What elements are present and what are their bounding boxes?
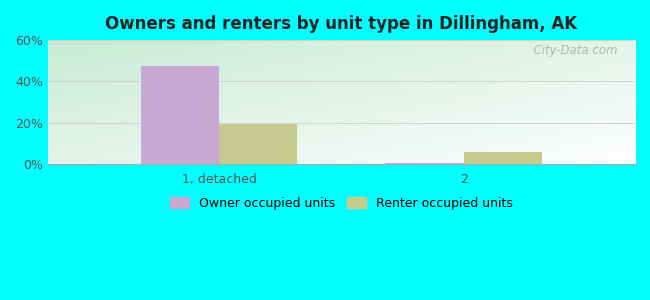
Bar xyxy=(219,124,297,164)
Bar xyxy=(140,66,219,164)
Text: City-Data.com: City-Data.com xyxy=(526,44,618,57)
Legend: Owner occupied units, Renter occupied units: Owner occupied units, Renter occupied un… xyxy=(170,197,513,210)
Bar xyxy=(463,152,542,164)
Title: Owners and renters by unit type in Dillingham, AK: Owners and renters by unit type in Dilli… xyxy=(105,15,577,33)
Bar xyxy=(385,163,463,164)
